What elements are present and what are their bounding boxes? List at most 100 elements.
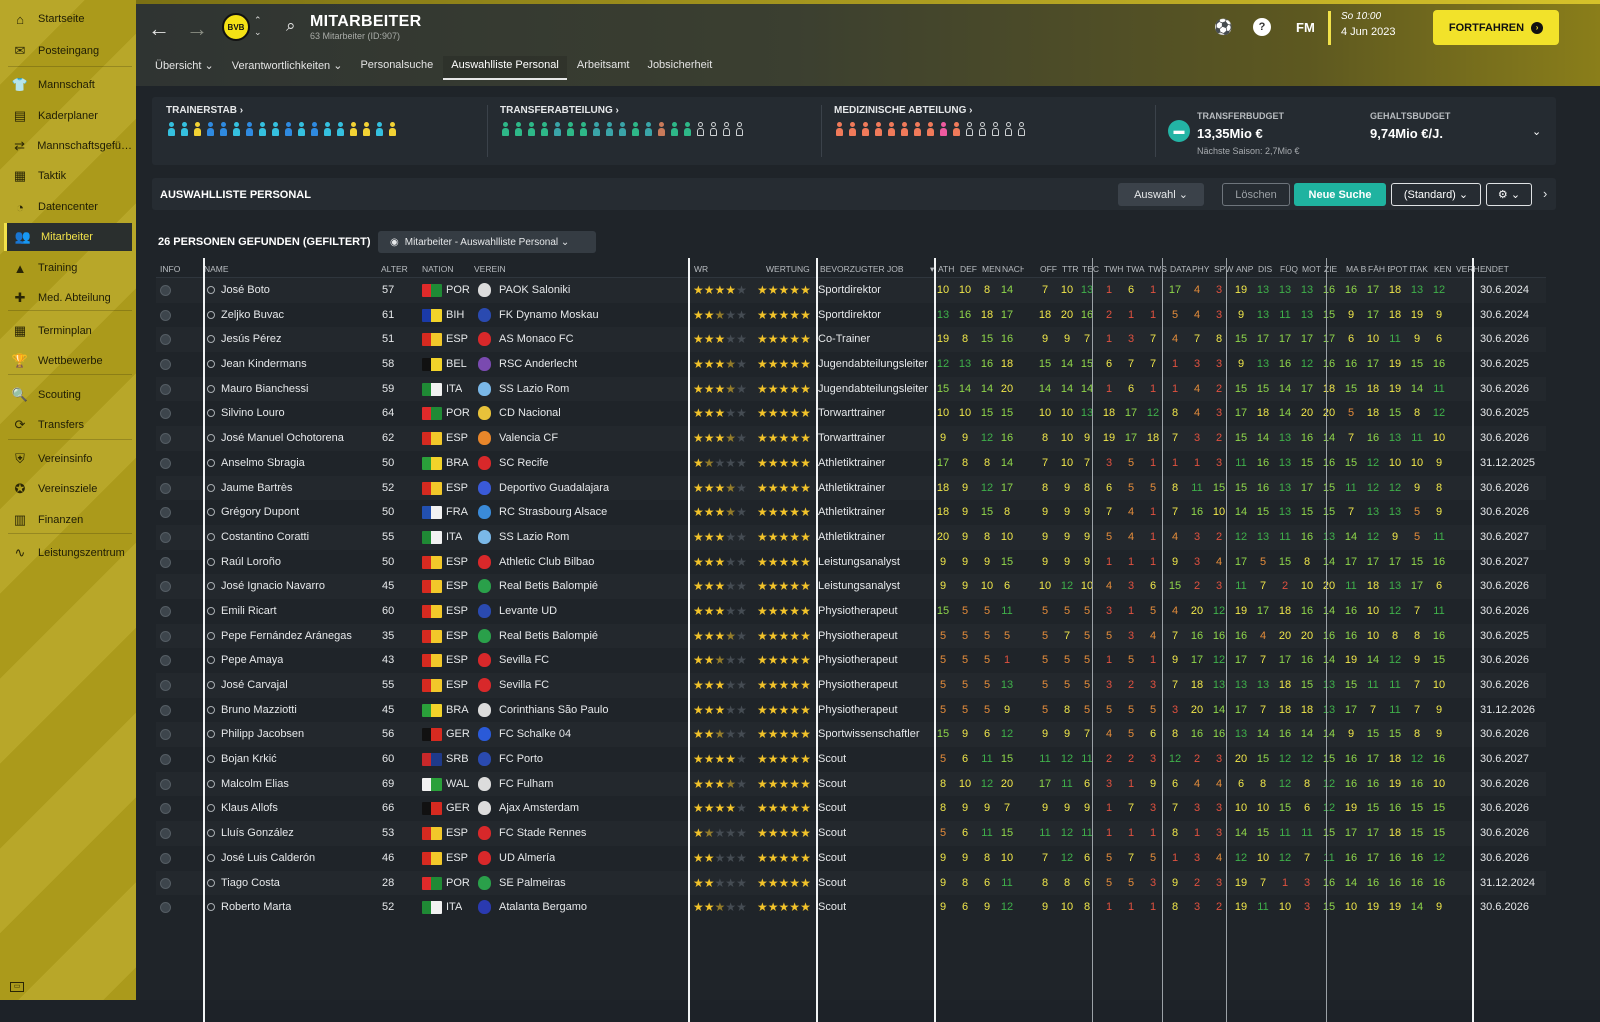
staff-name[interactable]: José Ignacio Navarro	[221, 580, 325, 593]
staff-club[interactable]: AS Monaco FC	[499, 333, 574, 346]
staff-name[interactable]: Tiago Costa	[221, 876, 280, 889]
table-row[interactable]: Anselmo Sbragia 50 BRA SC Recife ★★★★★ ★★★★★ A…	[156, 451, 1546, 476]
expand-budget-chevron-icon[interactable]: ⌄	[1532, 126, 1542, 138]
column-header[interactable]: FÜQ	[1280, 264, 1298, 274]
sidebar-item-leistungszentrum[interactable]: ∿ Leistungszentrum	[4, 539, 132, 567]
column-header[interactable]: KEN	[1434, 264, 1452, 274]
person-icon[interactable]	[643, 122, 654, 136]
person-icon[interactable]	[873, 122, 884, 136]
column-header[interactable]: TAK	[1412, 264, 1428, 274]
person-icon[interactable]	[682, 122, 693, 136]
staff-name[interactable]: Anselmo Sbragia	[221, 456, 305, 469]
person-icon[interactable]	[630, 122, 641, 136]
staff-name[interactable]: Pepe Fernández Aránegas	[221, 629, 352, 642]
info-icon[interactable]	[160, 556, 171, 568]
person-icon[interactable]	[513, 122, 524, 136]
sidebar-item-vereinsinfo[interactable]: ⛨ Vereinsinfo	[4, 445, 132, 473]
column-header[interactable]: MA B	[1346, 264, 1367, 274]
view-preset-dropdown[interactable]: (Standard) ⌄	[1391, 183, 1481, 206]
tab-übersicht[interactable]: Übersicht ⌄	[155, 60, 214, 72]
chevron-right-icon[interactable]: ›	[1543, 186, 1548, 201]
staff-club[interactable]: Sevilla FC	[499, 654, 550, 667]
staff-club[interactable]: UD Almería	[499, 851, 556, 864]
info-icon[interactable]	[160, 605, 171, 617]
new-search-button[interactable]: Neue Suche	[1294, 183, 1386, 206]
column-header[interactable]: NATION	[422, 264, 454, 274]
info-icon[interactable]	[160, 877, 171, 889]
sidebar-item-training[interactable]: ▲ Training	[4, 254, 132, 282]
table-row[interactable]: Zeljko Buvac 61 BIH FK Dynamo Moskau ★★★★★ ★★…	[156, 303, 1546, 328]
column-header[interactable]: ALTER	[381, 264, 408, 274]
info-icon[interactable]	[160, 482, 171, 494]
staff-club[interactable]: FC Fulham	[499, 777, 554, 790]
table-row[interactable]: Emili Ricart 60 ESP Levante UD ★★★★★ ★★★★★ Phy…	[156, 599, 1546, 624]
sidebar-item-terminplan[interactable]: ▦ Terminplan	[4, 317, 132, 345]
person-icon[interactable]	[721, 122, 732, 136]
column-header[interactable]: WR	[694, 264, 709, 274]
info-icon[interactable]	[160, 803, 171, 815]
person-icon[interactable]	[387, 122, 398, 136]
column-header[interactable]: ENDET	[1480, 264, 1509, 274]
person-icon[interactable]	[283, 122, 294, 136]
info-icon[interactable]	[160, 704, 171, 716]
sidebar-item-datencenter[interactable]: ◔ Datencenter	[4, 193, 132, 221]
staff-club[interactable]: Sevilla FC	[499, 679, 550, 691]
column-header[interactable]: MOT	[1302, 264, 1321, 274]
staff-name[interactable]: José Carvajal	[221, 679, 288, 691]
table-row[interactable]: Grégory Dupont 50 FRA RC Strasbourg Alsace ★…	[156, 500, 1546, 525]
table-row[interactable]: Silvino Louro 64 POR CD Nacional ★★★★★ ★★★★★ T…	[156, 401, 1546, 426]
person-icon[interactable]	[322, 122, 333, 136]
forward-arrow-icon[interactable]: →	[186, 16, 208, 41]
info-icon[interactable]	[160, 902, 171, 914]
column-header[interactable]: TEC	[1082, 264, 1099, 274]
table-row[interactable]: José Luis Calderón 46 ESP UD Almería ★★★★★ ★★…	[156, 846, 1546, 871]
person-icon[interactable]	[1003, 122, 1014, 136]
sidebar-item-transfers[interactable]: ⟳ Transfers	[4, 411, 132, 439]
person-icon[interactable]	[951, 122, 962, 136]
info-icon[interactable]	[160, 359, 171, 371]
column-header[interactable]: SPW	[1214, 264, 1234, 274]
sidebar-item-startseite[interactable]: ⌂ Startseite	[4, 5, 132, 33]
staff-club[interactable]: Real Betis Balompié	[499, 629, 599, 642]
staff-club[interactable]: Valencia CF	[499, 432, 559, 445]
staff-name[interactable]: José Boto	[221, 284, 270, 296]
table-row[interactable]: Mauro Bianchessi 59 ITA SS Lazio Rom ★★★★★ ★★…	[156, 377, 1546, 402]
person-icon[interactable]	[591, 122, 602, 136]
staff-name[interactable]: Roberto Marta	[221, 901, 292, 914]
column-header[interactable]: OFF	[1040, 264, 1057, 274]
staff-name[interactable]: Jaume Bartrès	[221, 481, 293, 494]
sidebar-item-finanzen[interactable]: ▥ Finanzen	[4, 506, 132, 534]
column-header[interactable]: INFO	[160, 264, 181, 274]
person-icon[interactable]	[938, 122, 949, 136]
staff-club[interactable]: FC Porto	[499, 753, 544, 766]
column-header[interactable]: TWH	[1104, 264, 1124, 274]
staff-club[interactable]: PAOK Saloniki	[499, 284, 571, 296]
staff-club[interactable]: SE Palmeiras	[499, 876, 566, 889]
person-icon[interactable]	[925, 122, 936, 136]
column-header[interactable]: NACHW...	[1002, 264, 1024, 274]
info-icon[interactable]	[160, 852, 171, 864]
column-header[interactable]: TWA	[1126, 264, 1145, 274]
sort-arrow-icon[interactable]: ▾	[930, 264, 935, 274]
person-icon[interactable]	[552, 122, 563, 136]
staff-name[interactable]: Malcolm Elias	[221, 777, 289, 790]
info-icon[interactable]	[160, 828, 171, 840]
staff-name[interactable]: Jesús Pérez	[221, 333, 282, 346]
auswahl-dropdown[interactable]: Auswahl ⌄	[1118, 183, 1204, 206]
tab-auswahlliste-personal[interactable]: Auswahlliste Personal	[443, 56, 567, 80]
column-header[interactable]: VERH...	[1456, 264, 1487, 274]
column-header[interactable]: TWS	[1148, 264, 1167, 274]
column-header[interactable]: NAME	[204, 264, 229, 274]
table-row[interactable]: Costantino Coratti 55 ITA SS Lazio Rom ★★★★★…	[156, 525, 1546, 550]
table-row[interactable]: Klaus Allofs 66 GER Ajax Amsterdam ★★★★★ ★★★★…	[156, 796, 1546, 821]
column-header[interactable]: PHY	[1192, 264, 1210, 274]
sidebar-item-mitarbeiter[interactable]: 👥 Mitarbeiter	[4, 223, 132, 251]
person-icon[interactable]	[847, 122, 858, 136]
table-row[interactable]: Jean Kindermans 58 BEL RSC Anderlecht ★★★★★ ★…	[156, 352, 1546, 377]
person-icon[interactable]	[669, 122, 680, 136]
staff-club[interactable]: Real Betis Balompié	[499, 580, 599, 593]
person-icon[interactable]	[257, 122, 268, 136]
sidebar-item-taktik[interactable]: ▦ Taktik	[4, 162, 132, 190]
person-icon[interactable]	[231, 122, 242, 136]
person-icon[interactable]	[565, 122, 576, 136]
